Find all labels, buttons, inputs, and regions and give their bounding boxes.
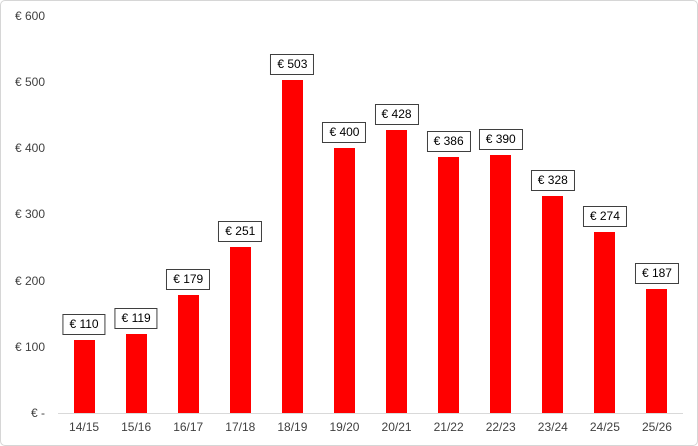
bar-16-17 [177, 294, 199, 413]
x-axis-category-label: 17/18 [225, 420, 256, 434]
y-axis-tick-label: € 500 [14, 75, 45, 89]
x-axis-category-label: 14/15 [69, 420, 100, 434]
bar-22-23 [490, 154, 512, 413]
data-label: € 400 [322, 122, 367, 144]
data-label: € 251 [218, 220, 263, 242]
data-label: € 328 [530, 169, 575, 191]
y-axis-tick-label: € 100 [14, 339, 45, 354]
y-axis-tick-label: € 600 [14, 8, 45, 23]
x-axis-category-label: 23/24 [537, 420, 568, 434]
y-axis-tick-label: € 200 [14, 273, 45, 288]
data-label: € 187 [634, 263, 679, 285]
x-axis-category-label: 19/20 [329, 420, 360, 434]
x-axis-category-label: 22/23 [485, 420, 516, 434]
bar-20-21 [386, 129, 408, 413]
y-axis-tick-label: € - [30, 406, 45, 420]
bar-15-16 [125, 334, 147, 413]
data-label: € 503 [270, 54, 315, 75]
data-label: € 390 [478, 128, 523, 150]
bar-17-18 [229, 246, 251, 413]
bar-19-20 [333, 148, 355, 413]
x-axis-category-label: 21/22 [433, 420, 464, 434]
bar-23-24 [542, 195, 564, 413]
data-label: € 386 [426, 131, 471, 153]
x-axis-category-label: 15/16 [121, 420, 152, 434]
data-label: € 274 [582, 205, 627, 227]
x-axis-line [58, 413, 683, 414]
bar-18-19 [281, 80, 303, 413]
data-label: € 110 [62, 314, 106, 336]
data-label: € 119 [114, 308, 158, 330]
data-label: € 428 [374, 103, 419, 125]
bar-21-22 [438, 157, 460, 413]
bar-25-26 [646, 289, 668, 413]
x-axis-category-label: 24/25 [589, 420, 620, 434]
bar-24-25 [594, 231, 616, 413]
bar-14-15 [73, 340, 95, 413]
y-axis-tick-label: € 300 [14, 207, 45, 222]
data-label: € 179 [166, 268, 211, 290]
x-axis-category-label: 20/21 [381, 420, 412, 434]
x-axis-category-label: 25/26 [641, 420, 672, 434]
y-axis-tick-label: € 400 [14, 141, 45, 156]
x-axis-category-label: 16/17 [173, 420, 204, 434]
x-axis-category-label: 18/19 [277, 420, 308, 434]
